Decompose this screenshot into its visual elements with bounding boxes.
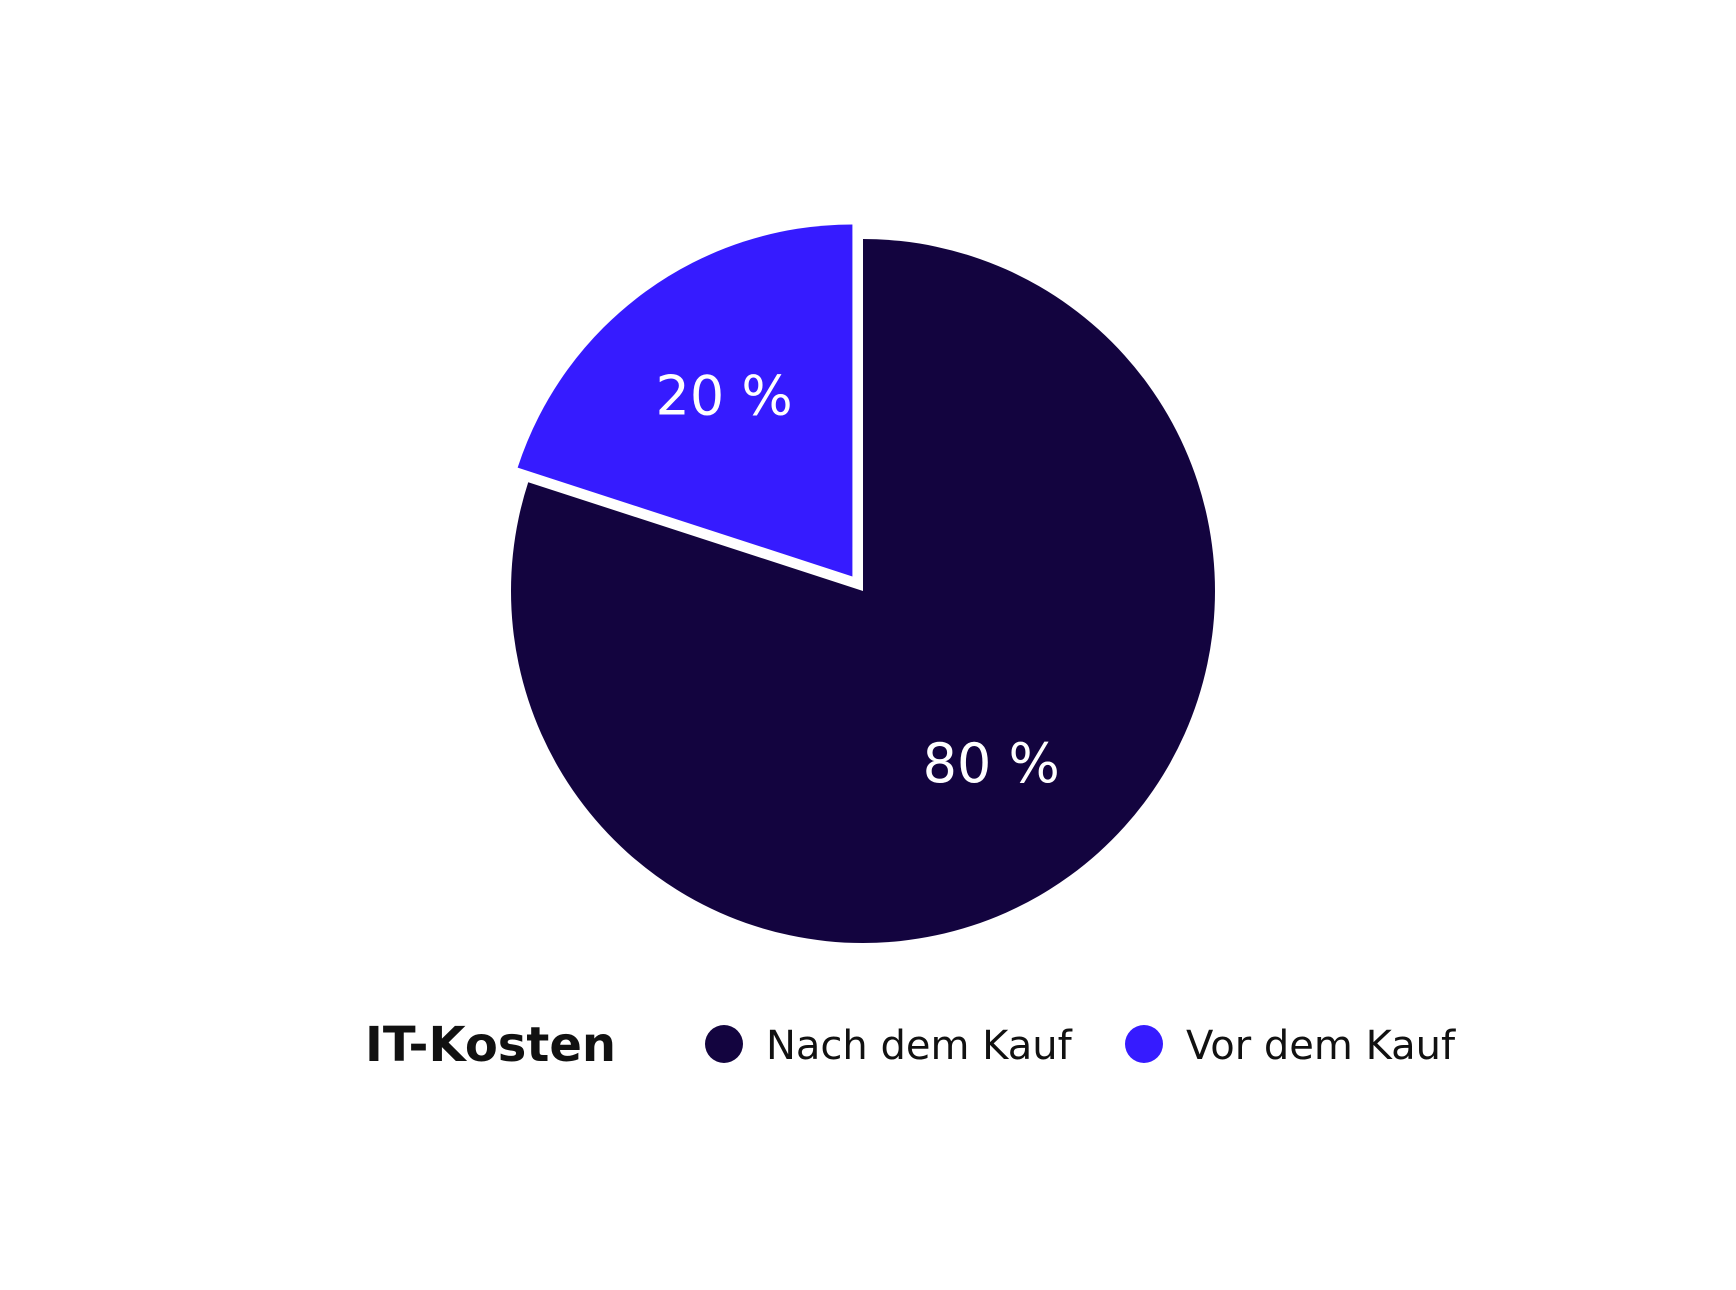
pie-slice-labels: 80 % 20 % [656, 365, 1060, 796]
legend: IT-Kosten Nach dem Kauf Vor dem Kauf [365, 1017, 1456, 1073]
pie-slice-vor-dem-kauf [517, 224, 853, 577]
pie-slices [510, 224, 1215, 943]
legend-label-vor-dem-kauf: Vor dem Kauf [1186, 1023, 1456, 1069]
legend-marker-vor-dem-kauf [1125, 1025, 1163, 1063]
pie-slice-nach-dem-kauf [510, 239, 1215, 943]
legend-title: IT-Kosten [365, 1017, 616, 1073]
slice-label-vor-dem-kauf: 20 % [656, 365, 793, 428]
legend-label-nach-dem-kauf: Nach dem Kauf [766, 1023, 1073, 1069]
legend-marker-nach-dem-kauf [705, 1025, 743, 1063]
slice-label-nach-dem-kauf: 80 % [923, 732, 1060, 795]
